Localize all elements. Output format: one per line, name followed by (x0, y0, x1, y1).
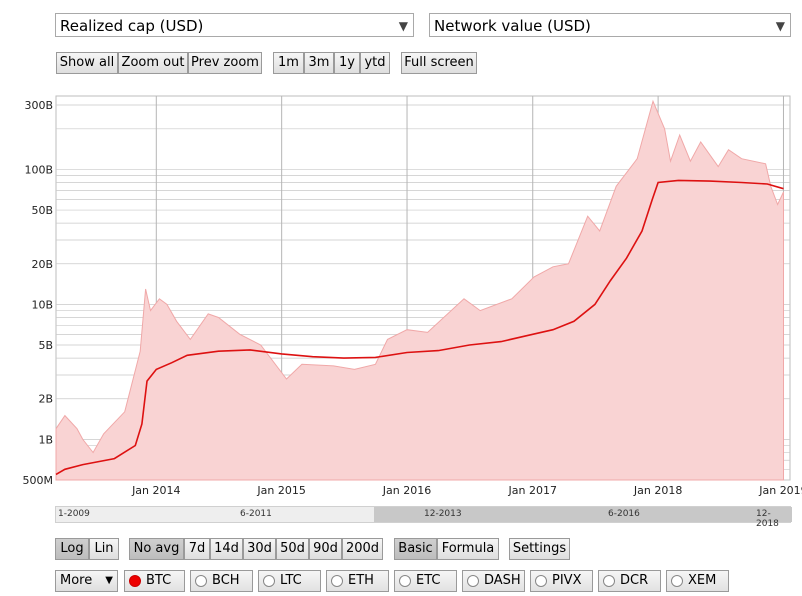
x-axis-ticks: Jan 2014 Jan 2015 Jan 2016 Jan 2017 Jan 2018… (131, 484, 802, 497)
y-tick-label: 500M (23, 474, 54, 487)
x-tick-label: Jan 2017 (508, 484, 557, 497)
radio-icon (467, 575, 479, 587)
coin-toggle-xem[interactable]: XEM (666, 570, 729, 592)
avg-none-button[interactable]: No avg (129, 538, 184, 560)
realized-cap-series (55, 179, 784, 476)
coin-label: DASH (484, 573, 521, 588)
zoom-out-button[interactable]: Zoom out (118, 52, 188, 74)
range-navigator[interactable]: 1-2009 6-2011 12-2013 6-2016 12-2018 (55, 506, 792, 529)
settings-button[interactable]: Settings (509, 538, 570, 560)
left-metric-value: Realized cap (USD) (60, 17, 204, 35)
log-scale-button[interactable]: Log (55, 538, 89, 560)
coin-label: LTC (280, 573, 302, 588)
radio-icon (399, 575, 411, 587)
x-tick-label: Jan 2019 (758, 484, 802, 497)
avg-7d-button[interactable]: 7d (184, 538, 210, 560)
network-value-series (55, 99, 784, 481)
radio-icon (195, 575, 207, 587)
radio-icon (535, 575, 547, 587)
prev-zoom-button[interactable]: Prev zoom (188, 52, 262, 74)
range-1m-button[interactable]: 1m (273, 52, 304, 74)
y-tick-label: 100B (24, 163, 53, 176)
navigator-label: 6-2016 (608, 509, 640, 519)
coin-label: DCR (620, 573, 649, 588)
coin-toggle-dash[interactable]: DASH (462, 570, 525, 592)
coin-toggle-pivx[interactable]: PIVX (530, 570, 593, 592)
more-select[interactable]: More ▼ (55, 570, 118, 592)
chevron-down-icon: ▼ (775, 19, 785, 33)
avg-50d-button[interactable]: 50d (276, 538, 309, 560)
radio-icon (671, 575, 683, 587)
x-tick-label: Jan 2016 (382, 484, 431, 497)
navigator-label: 12-2018 (756, 509, 779, 529)
more-label: More (60, 573, 93, 588)
coin-toggle-eth[interactable]: ETH (326, 570, 389, 592)
y-tick-label: 5B (38, 339, 53, 352)
radio-icon (603, 575, 615, 587)
navigator-label: 6-2011 (240, 509, 272, 519)
chevron-down-icon: ▼ (398, 19, 408, 33)
coin-toggle-etc[interactable]: ETC (394, 570, 457, 592)
coin-label: ETC (416, 573, 441, 588)
coin-toggle-dcr[interactable]: DCR (598, 570, 661, 592)
chevron-down-icon: ▼ (105, 575, 113, 586)
network-value-area-layer (55, 99, 784, 481)
y-tick-label: 10B (31, 298, 53, 311)
navigator-label: 12-2013 (424, 509, 462, 519)
lin-scale-button[interactable]: Lin (89, 538, 119, 560)
range-ytd-button[interactable]: ytd (360, 52, 390, 74)
y-tick-label: 20B (31, 258, 53, 271)
formula-mode-button[interactable]: Formula (437, 538, 499, 560)
full-screen-button[interactable]: Full screen (401, 52, 477, 74)
left-metric-select[interactable]: Realized cap (USD) ▼ (55, 13, 414, 37)
y-tick-label: 2B (38, 393, 53, 406)
range-3m-button[interactable]: 3m (304, 52, 334, 74)
coin-toggle-bch[interactable]: BCH (190, 570, 253, 592)
avg-200d-button[interactable]: 200d (342, 538, 383, 560)
coin-label: BCH (212, 573, 240, 588)
realized-cap-line-layer (55, 179, 784, 476)
coin-label: PIVX (552, 573, 582, 588)
basic-mode-button[interactable]: Basic (394, 538, 437, 560)
radio-icon (129, 575, 141, 587)
avg-30d-button[interactable]: 30d (243, 538, 276, 560)
avg-90d-button[interactable]: 90d (309, 538, 342, 560)
navigator-selected-range[interactable] (374, 507, 792, 522)
y-tick-label: 300B (24, 99, 53, 112)
coin-label: BTC (146, 573, 172, 588)
y-tick-label: 1B (38, 433, 53, 446)
avg-14d-button[interactable]: 14d (210, 538, 243, 560)
coin-label: ETH (348, 573, 374, 588)
right-metric-select[interactable]: Network value (USD) ▼ (429, 13, 791, 37)
show-all-button[interactable]: Show all (56, 52, 118, 74)
x-tick-label: Jan 2014 (131, 484, 180, 497)
radio-icon (263, 575, 275, 587)
range-1y-button[interactable]: 1y (334, 52, 360, 74)
coin-label: XEM (688, 573, 717, 588)
radio-icon (331, 575, 343, 587)
right-metric-value: Network value (USD) (434, 17, 591, 35)
navigator-label: 1-2009 (58, 509, 90, 519)
coin-toggle-btc[interactable]: BTC (124, 570, 185, 592)
y-tick-label: 50B (31, 204, 53, 217)
x-tick-label: Jan 2015 (256, 484, 305, 497)
coin-toggle-ltc[interactable]: LTC (258, 570, 321, 592)
x-tick-label: Jan 2018 (633, 484, 682, 497)
y-axis-ticks: 300B 100B 50B 20B 10B 5B 2B 1B 500M (23, 99, 54, 487)
